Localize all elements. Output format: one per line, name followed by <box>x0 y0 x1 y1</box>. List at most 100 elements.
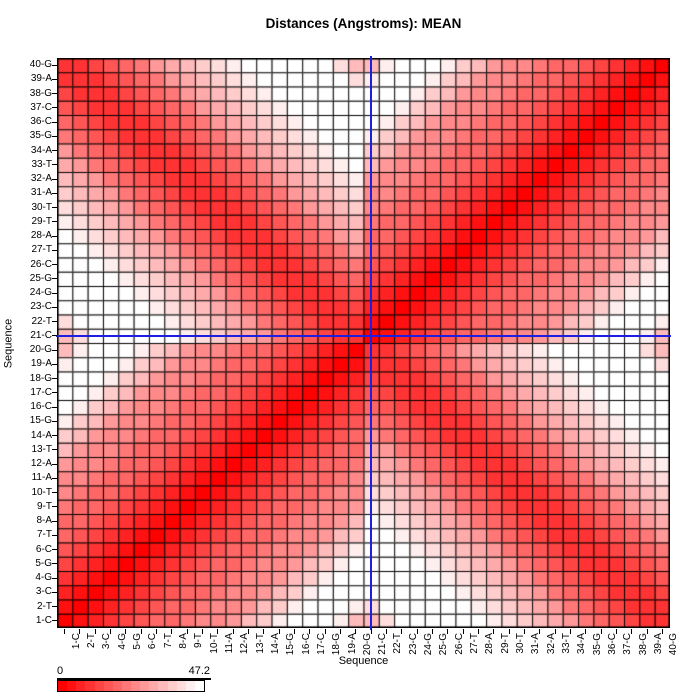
y-axis-tick <box>51 278 57 280</box>
y-tick-label: 22-T <box>31 315 52 327</box>
x-axis-tick <box>248 628 250 634</box>
color-key-segment <box>167 681 177 691</box>
x-tick-label: 10-T <box>208 633 220 654</box>
y-axis-tick <box>51 577 57 579</box>
y-tick-label: 30-T <box>31 201 52 213</box>
y-axis-tick <box>51 492 57 494</box>
y-tick-label: 39-A <box>30 73 52 85</box>
x-axis-tick <box>554 628 556 634</box>
x-tick-label: 12-A <box>239 633 251 655</box>
color-key-max-label: 47.2 <box>188 665 210 677</box>
x-tick-label: 40-G <box>668 633 680 656</box>
color-key-segment <box>85 681 95 691</box>
x-axis-tick <box>431 628 433 634</box>
y-tick-label: 12-A <box>30 458 52 470</box>
y-axis-tick <box>51 335 57 337</box>
x-tick-label: 34-A <box>576 633 588 655</box>
y-axis-tick <box>51 435 57 437</box>
x-axis-tick <box>340 628 341 634</box>
y-tick-label: 11-A <box>31 472 52 484</box>
x-tick-label: 8-A <box>177 633 189 649</box>
x-axis-tick <box>447 628 449 634</box>
x-axis-tick <box>79 628 81 634</box>
x-axis-tick <box>523 628 525 634</box>
y-axis-tick <box>51 534 57 536</box>
x-axis-tick <box>539 628 541 634</box>
x-tick-label: 5-G <box>131 633 143 650</box>
x-tick-label: 15-G <box>285 633 297 656</box>
x-tick-label: 18-G <box>331 633 343 656</box>
y-tick-label: 9-T <box>37 500 52 512</box>
y-tick-label: 34-A <box>30 144 52 156</box>
x-axis-tick <box>477 628 479 634</box>
x-axis-tick <box>661 628 663 634</box>
color-key-segment <box>67 681 77 691</box>
color-key-segment <box>149 681 159 691</box>
x-axis-tick <box>171 628 173 634</box>
y-tick-label: 5-G <box>35 557 52 569</box>
y-tick-label: 24-G <box>29 287 52 299</box>
y-axis-tick <box>51 363 57 365</box>
color-key-segment <box>185 681 195 691</box>
x-tick-label: 39-A <box>653 633 664 655</box>
x-tick-label: 22-T <box>392 633 404 654</box>
y-axis-tick <box>51 620 57 622</box>
color-key-segment <box>121 681 131 691</box>
y-axis-tick <box>51 235 57 237</box>
x-axis-tick <box>585 628 587 634</box>
y-tick-label: 4-G <box>35 572 52 584</box>
distance-heatmap-canvas[interactable] <box>57 58 670 628</box>
x-axis-tick <box>156 628 158 634</box>
y-tick-label: 27-T <box>31 244 52 256</box>
y-tick-label: 6-C <box>35 543 52 555</box>
y-axis-tick <box>51 378 57 380</box>
y-tick-label: 13-T <box>31 443 52 455</box>
x-tick-label: 36-C <box>607 633 619 655</box>
x-axis-tick <box>462 628 464 634</box>
y-tick-label: 32-A <box>30 173 52 185</box>
x-axis-tick <box>600 628 602 634</box>
x-tick-label: 24-G <box>423 633 435 656</box>
y-axis-tick <box>51 164 57 166</box>
color-key-axis-line <box>57 678 211 680</box>
y-axis-tick <box>51 93 57 95</box>
y-axis-tick <box>51 249 57 251</box>
x-tick-label: 35-G <box>591 633 603 656</box>
x-tick-label: 7-T <box>162 633 174 648</box>
x-tick-label: 25-G <box>438 633 450 656</box>
y-tick-label: 18-G <box>29 372 52 384</box>
y-tick-label: 33-T <box>31 158 52 170</box>
x-tick-label: 23-C <box>407 633 419 655</box>
y-axis-tick <box>51 64 57 66</box>
x-tick-label: 30-T <box>515 633 527 654</box>
x-tick-label: 2-T <box>85 633 97 648</box>
y-axis-tick <box>51 549 57 551</box>
x-axis-tick <box>309 628 311 634</box>
y-axis-tick <box>51 591 57 593</box>
color-key-segment <box>103 681 113 691</box>
y-axis-tick <box>51 264 57 266</box>
y-axis-tick <box>51 520 57 522</box>
y-axis-tick <box>51 477 57 479</box>
y-axis-tick <box>51 463 57 465</box>
x-tick-label: 21-C <box>377 633 389 655</box>
chart-title: Distances (Angstroms): MEAN <box>265 16 462 31</box>
x-axis-tick <box>416 628 418 634</box>
y-axis-tick <box>51 78 57 80</box>
y-tick-label: 1-C <box>35 614 52 626</box>
color-key-segment <box>140 681 150 691</box>
color-key-segment <box>58 681 68 691</box>
x-axis-tick <box>615 628 617 634</box>
color-key-segment <box>131 681 141 691</box>
y-tick-label: 10-T <box>31 486 52 498</box>
y-axis-tick <box>51 292 57 294</box>
x-tick-label: 9-T <box>193 633 205 648</box>
color-key-gradient-bar <box>57 680 205 692</box>
x-axis-tick <box>263 628 265 634</box>
y-tick-label: 2-T <box>37 600 52 612</box>
x-axis-tick <box>110 628 112 634</box>
y-tick-label: 19-A <box>30 358 52 370</box>
y-axis-tick <box>51 349 57 351</box>
x-tick-label: 38-G <box>637 633 649 656</box>
